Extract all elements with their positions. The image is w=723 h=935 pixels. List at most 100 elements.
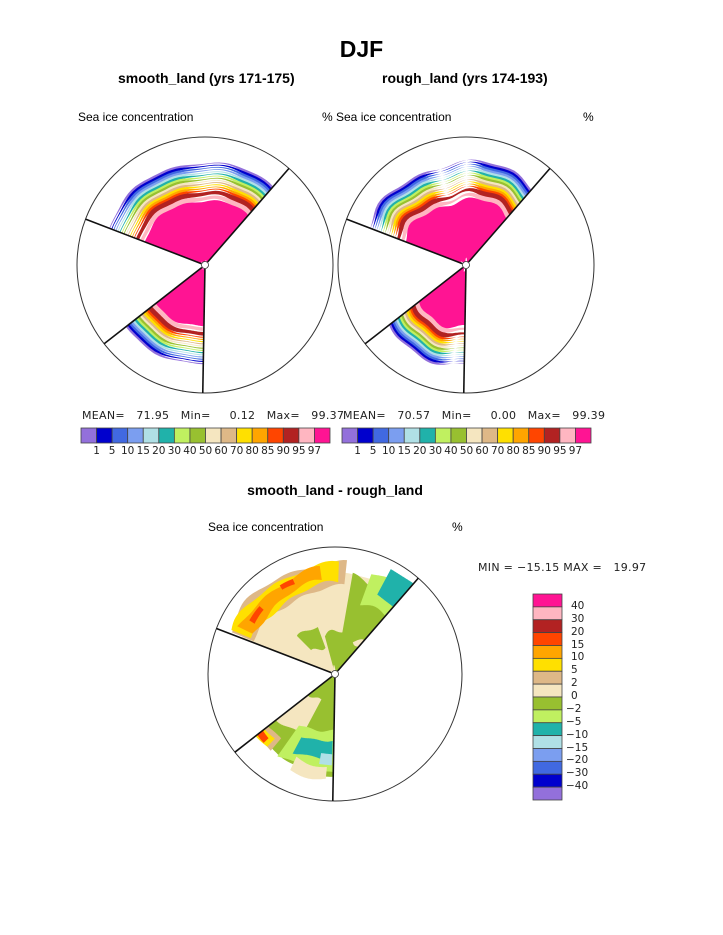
contour-band-97: [144, 200, 249, 264]
contour-band-5: [129, 322, 204, 360]
colorbar-box: [532, 760, 563, 775]
colorbar-tick-label: −30: [566, 767, 589, 780]
colorbar-box: [236, 427, 253, 444]
sector-boundary-line: [331, 677, 336, 801]
contour-band-1: [109, 162, 274, 229]
polar-plot-2: [337, 136, 595, 394]
panel-2-title: rough_land (yrs 174-193): [382, 70, 548, 86]
colorbar-box: [220, 427, 238, 444]
colorbar-tick-label: 40: [571, 599, 585, 612]
sector-boundary-line: [216, 627, 332, 674]
contour-band-60: [127, 182, 261, 236]
sector-boundary-line: [234, 675, 333, 753]
mean-value: 71.95: [136, 409, 170, 422]
colorbar-tick-label: 20: [152, 445, 166, 457]
colorbar-tick-label: 15: [136, 445, 150, 457]
colorbar-tick-label: 85: [522, 445, 536, 457]
colorbar-box: [96, 427, 113, 444]
contour-band-10: [115, 169, 269, 231]
colorbar-box: [543, 427, 561, 444]
contour-band-50: [125, 179, 262, 235]
min-value: 0.00: [490, 409, 517, 422]
colorbar-box: [127, 427, 144, 444]
sector-boundary-line: [201, 268, 206, 393]
contour-band-1: [125, 324, 204, 365]
colorbar-box: [532, 619, 563, 634]
contour-region-neg15-neg10: [319, 753, 333, 766]
colorbar-tick-label: 85: [261, 445, 275, 457]
colorbar-box: [111, 427, 129, 444]
polar-boundary-circle: [337, 136, 595, 394]
colorbar-tick-label: −2: [566, 702, 582, 715]
colorbar-box: [532, 683, 563, 698]
contour-region-0-2: [290, 756, 327, 780]
contour-region-neg10-neg5: [377, 569, 414, 607]
contour-band-15: [117, 171, 268, 232]
colorbar-box: [267, 427, 284, 444]
figure-title: DJF: [339, 36, 384, 62]
colorbar-tick-label: 10: [382, 445, 396, 457]
colorbar-box: [532, 632, 563, 646]
sector-boundary-line: [103, 266, 203, 345]
pole-marker: [331, 670, 339, 678]
max-value: 19.97: [613, 561, 647, 574]
colorbar-box: [497, 427, 514, 444]
pole-marker: [201, 261, 209, 269]
colorbar-box: [532, 722, 563, 737]
polar-plot-difference: [207, 546, 463, 802]
colorbar-tick-label: 95: [292, 445, 306, 457]
colorbar-tick-label: 10: [571, 651, 585, 664]
colorbar-panel-difference: [532, 593, 563, 801]
colorbar-box: [532, 657, 563, 672]
colorbar-box: [205, 427, 222, 444]
colorbar-box: [450, 427, 467, 444]
contour-band-97: [155, 266, 205, 327]
colorbar-box: [532, 773, 563, 788]
contour-band-40: [123, 177, 264, 235]
colorbar-tick-label: 90: [276, 445, 290, 457]
colorbar-tick-label: 20: [571, 625, 585, 638]
mean-value: 70.57: [397, 409, 431, 422]
colorbar-box: [532, 786, 563, 801]
min-label: Min=: [441, 409, 472, 422]
colorbar-tick-label: 5: [369, 445, 377, 457]
colorbar-box: [532, 593, 563, 608]
colorbar-box: [419, 427, 436, 444]
panel-2-stats: MEAN= 70.57 Min= 0.00 Max= 99.39: [343, 409, 605, 422]
contour-band-1: [127, 323, 204, 362]
colorbar-box: [158, 427, 175, 444]
colorbar-tick-label: 1: [354, 445, 361, 457]
colorbar-box: [403, 427, 421, 444]
colorbar-tick-label: −10: [566, 728, 589, 741]
colorbar-tick-label: 97: [307, 445, 322, 457]
contour-band-30: [121, 175, 265, 234]
colorbar-box: [80, 427, 97, 444]
colorbar-tick-label: 40: [444, 445, 458, 457]
mean-label: MEAN=: [82, 409, 125, 422]
contour-band-10: [131, 320, 204, 358]
min-label: Min=: [180, 409, 211, 422]
panel-3-variable: Sea ice concentration: [208, 520, 324, 534]
colorbar-box: [532, 645, 563, 659]
difference-title: smooth_land - rough_land: [247, 482, 423, 498]
colorbar-box: [282, 427, 300, 444]
colorbar-box: [532, 606, 563, 621]
contour-band-90: [136, 190, 255, 240]
contour-band-95: [152, 302, 204, 331]
colorbar-tick-label: −20: [566, 754, 589, 767]
colorbar-box: [434, 427, 452, 444]
polar-boundary-circle: [207, 546, 463, 802]
colorbar-tick-label: 1: [93, 445, 100, 457]
colorbar-tick-label: 60: [214, 445, 228, 457]
pole-marker: [462, 261, 470, 269]
polar-plot-1: [76, 136, 334, 394]
sector-boundary-line: [337, 577, 419, 672]
colorbar-tick-label: −40: [566, 780, 589, 793]
sector-boundary-line: [468, 167, 551, 263]
max-value: 99.39: [572, 409, 606, 422]
colorbar-box: [173, 427, 191, 444]
contour-band-97: [405, 197, 507, 265]
colorbar-box: [512, 427, 530, 444]
colorbar-tick-label: 70: [229, 445, 244, 457]
colorbar-tick-label: 15: [397, 445, 411, 457]
